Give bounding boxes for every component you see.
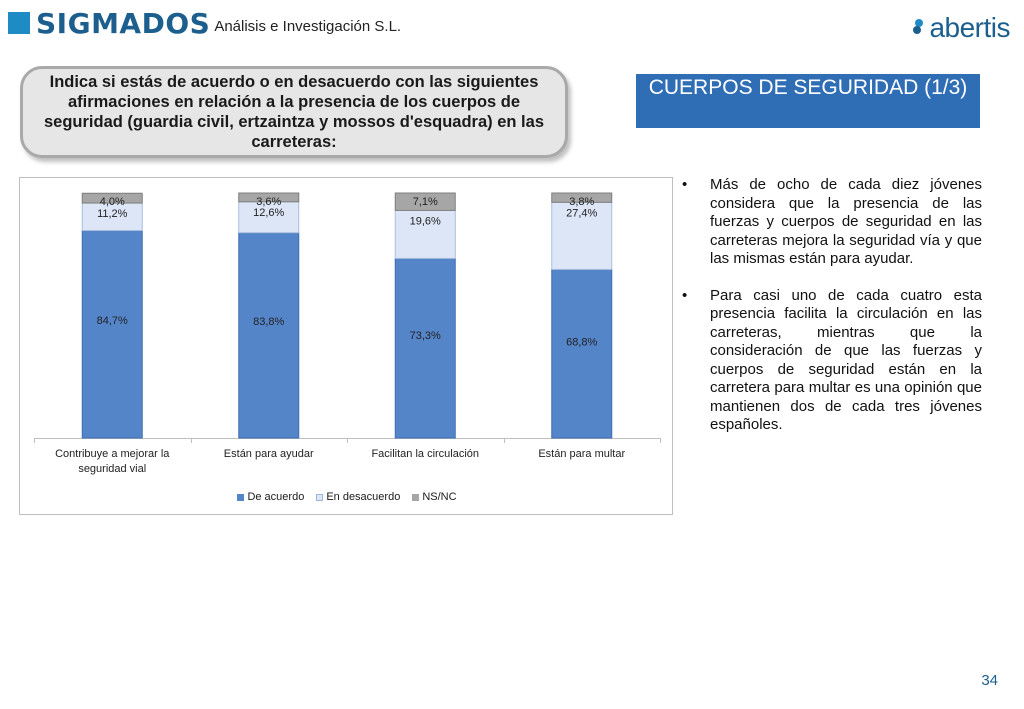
legend-item-en-desacuerdo: En desacuerdo <box>316 491 400 503</box>
bar-de-acuerdo-4 <box>551 268 613 439</box>
legend-item-de-acuerdo: De acuerdo <box>237 491 304 503</box>
abertis-mark-icon <box>913 19 924 34</box>
note-text: Para casi uno de cada cuatro esta presen… <box>710 286 982 434</box>
partner-logo: abertis <box>911 12 1010 44</box>
note-item: • Más de ocho de cada diez jóvenes consi… <box>682 176 982 269</box>
data-label-ns-nc-2: 3,6% <box>256 196 281 208</box>
data-label-en-desacuerdo-3: 19,6% <box>410 215 441 227</box>
data-label-ns-nc-3: 7,1% <box>413 196 438 208</box>
page-number: 34 <box>981 672 998 689</box>
brand-square-icon <box>8 12 30 34</box>
legend-swatch-ns-nc <box>412 493 420 501</box>
bar-de-acuerdo-3 <box>394 257 456 439</box>
data-label-de-acuerdo-3: 73,3% <box>410 330 441 342</box>
bar-de-acuerdo-1 <box>81 229 143 439</box>
bullet-icon: • <box>682 176 688 193</box>
brand-name: SIGMADOS <box>36 6 211 40</box>
x-tick-label: Contribuye a mejorar la seguridad vial <box>55 448 170 475</box>
chart-legend: De acuerdo En desacuerdo NS/NC <box>20 491 674 503</box>
x-tick-label: Están para ayudar <box>223 448 314 460</box>
bar-de-acuerdo-2 <box>238 232 300 439</box>
data-label-de-acuerdo-2: 83,8% <box>253 316 284 328</box>
bar-en-desacuerdo-1 <box>81 202 143 231</box>
data-label-en-desacuerdo-1: 11,2% <box>97 208 128 220</box>
brand-logo: SIGMADOS Análisis e Investigación S.L. <box>8 6 401 40</box>
stacked-bar-chart: 84,7% 11,2% 4,0% 83,8% 12,6% 3,6% 73,3% 19,6% 7,… <box>19 177 673 515</box>
partner-name: abertis <box>929 12 1010 43</box>
data-label-de-acuerdo-1: 84,7% <box>97 315 128 327</box>
bar-ns-nc-2 <box>238 192 300 203</box>
section-title: CUERPOS DE SEGURIDAD (1/3) <box>636 74 980 128</box>
bar-ns-nc-4 <box>551 192 613 203</box>
data-label-de-acuerdo-4: 68,8% <box>566 336 597 348</box>
bar-ns-nc-1 <box>81 192 143 204</box>
legend-label-ns-nc: NS/NC <box>422 491 457 503</box>
data-label-ns-nc-1: 4,0% <box>100 196 125 208</box>
legend-label-en-desacuerdo: En desacuerdo <box>326 491 401 503</box>
data-label-en-desacuerdo-4: 27,4% <box>566 207 597 219</box>
legend-swatch-en-desacuerdo <box>316 493 324 501</box>
note-item: • Para casi uno de cada cuatro esta pres… <box>682 287 982 435</box>
chart-plot: 84,7% 11,2%4,0% 83,8% 12,6%3,6% 73,3% 19,6% 7,… <box>34 192 661 443</box>
legend-label-de-acuerdo: De acuerdo <box>247 491 305 503</box>
brand-subtitle: Análisis e Investigación S.L. <box>214 17 402 35</box>
notes-list: • Más de ocho de cada diez jóvenes consi… <box>682 176 982 453</box>
bar-en-desacuerdo-2 <box>238 201 300 234</box>
bar-ns-nc-3 <box>394 192 456 211</box>
x-tick-label: Están para multar <box>538 448 626 460</box>
bar-en-desacuerdo-4 <box>551 201 613 270</box>
bullet-icon: • <box>682 286 688 304</box>
bar-en-desacuerdo-3 <box>394 209 456 259</box>
question-box: Indica si estás de acuerdo o en desacuer… <box>20 66 568 158</box>
legend-swatch-de-acuerdo <box>237 493 245 501</box>
x-tick-label: Facilitan la circulación <box>371 448 480 460</box>
legend-item-ns-nc: NS/NC <box>412 491 457 503</box>
note-text: Más de ocho de cada diez jóvenes conside… <box>710 176 982 267</box>
data-label-ns-nc-4: 3,8% <box>569 196 594 208</box>
data-label-en-desacuerdo-2: 12,6% <box>253 207 284 219</box>
